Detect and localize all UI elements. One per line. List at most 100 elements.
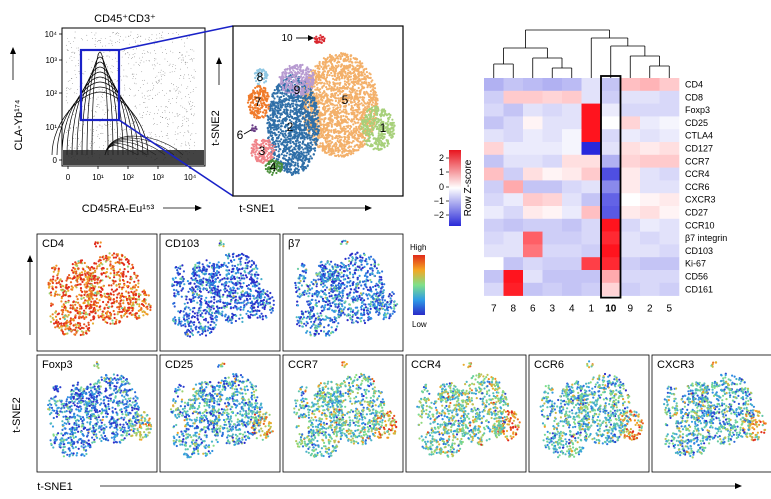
cluster-point-5 (330, 56, 333, 60)
flow-dot (162, 71, 164, 73)
flow-dot (69, 80, 71, 81)
flow-dot (160, 122, 161, 123)
flow-dot (79, 130, 81, 131)
flow-dot (103, 148, 104, 150)
flow-dot (84, 109, 86, 110)
flow-dot (90, 73, 91, 74)
cluster-point-1 (362, 132, 365, 135)
cluster-point-2 (304, 118, 307, 122)
flow-dot (151, 147, 152, 149)
flow-dot (74, 51, 76, 53)
flow-dot (160, 46, 162, 48)
cluster-point-5 (361, 62, 364, 65)
cluster-point-2 (304, 147, 307, 150)
flow-dot (132, 125, 134, 126)
cluster-point-2 (272, 91, 275, 95)
flow-dot (177, 87, 179, 88)
cluster-point-7 (255, 117, 258, 120)
flow-dot (110, 126, 111, 128)
flow-dot (69, 89, 71, 90)
cluster-label-10: 10 (281, 33, 293, 44)
cluster-point-1 (380, 148, 383, 151)
flow-dot (135, 78, 137, 80)
cluster-point-2 (278, 120, 281, 123)
flow-dot (78, 146, 79, 147)
flow-dot (179, 78, 181, 80)
cluster-point-5 (361, 96, 365, 99)
cluster-point-2 (301, 99, 304, 102)
flow-dot (162, 136, 163, 137)
flow-dot (70, 124, 71, 125)
flow-dot (81, 141, 82, 142)
cluster-point-5 (367, 84, 370, 87)
flow-dot (191, 133, 193, 135)
flow-dot (105, 141, 106, 143)
flow-dot (100, 38, 102, 39)
cluster-point-3 (251, 149, 254, 152)
cluster-point-2 (302, 151, 305, 154)
flow-dot (177, 126, 179, 127)
flow-dot (116, 70, 118, 71)
cluster-point-9 (289, 76, 292, 79)
cluster-point-5 (316, 67, 319, 70)
cluster-point-1 (383, 145, 386, 149)
flow-dot (87, 105, 89, 107)
cluster-point-2 (292, 102, 295, 105)
flow-dot (181, 126, 183, 127)
flow-dot (98, 88, 100, 90)
cluster-point-5 (342, 144, 345, 147)
flow-dot (159, 136, 160, 138)
flow-dot (176, 113, 178, 115)
flow-dot (78, 49, 79, 51)
cluster-point-2 (289, 158, 292, 161)
flow-contour-line (81, 61, 119, 156)
cluster-point-7 (250, 112, 253, 115)
flow-dot (160, 34, 162, 36)
cluster-point-5 (363, 68, 366, 71)
cluster-point-5 (367, 105, 371, 108)
flow-dot (191, 108, 193, 110)
cluster-point-1 (384, 113, 387, 116)
flow-dot (70, 87, 72, 89)
flow-dot (101, 125, 103, 127)
flow-dot (128, 43, 130, 45)
flow-dot (65, 44, 67, 46)
flow-dot (156, 62, 158, 64)
cluster-point-5 (332, 87, 335, 90)
cluster-point-5 (330, 119, 334, 122)
cluster-point-5 (322, 126, 326, 129)
cluster-point-1 (368, 128, 371, 131)
cluster-point-2 (269, 114, 272, 117)
cluster-point-2 (307, 133, 310, 136)
cluster-point-5 (355, 149, 358, 152)
flow-x-ticks: 0 10¹ 10² 10³ 10⁴ (66, 166, 197, 182)
cluster-point-5 (342, 114, 345, 118)
cluster-point-2 (305, 154, 308, 157)
flow-dot (179, 114, 181, 115)
cluster-label-5: 5 (342, 93, 349, 107)
flow-dot (93, 116, 95, 117)
flow-dot (131, 74, 133, 75)
cluster-point-5 (323, 119, 326, 123)
cluster-point-5 (335, 145, 338, 148)
cluster-point-9 (289, 88, 292, 91)
flow-dot (169, 71, 171, 73)
flow-dot (137, 33, 139, 35)
flow-dot (75, 137, 77, 139)
flow-dot (128, 63, 130, 65)
cluster-point-7 (263, 94, 266, 97)
cluster-point-1 (386, 142, 389, 145)
cluster-point-5 (319, 132, 322, 135)
flow-dot (146, 82, 148, 84)
flow-dot (94, 141, 95, 143)
flow-dot (166, 106, 167, 107)
cluster-point-5 (344, 108, 347, 111)
cluster-point-9 (296, 76, 299, 79)
cluster-point-5 (315, 80, 318, 84)
cluster-point-2 (293, 170, 296, 173)
flow-dot (159, 37, 161, 39)
flow-dot (139, 65, 140, 66)
flow-dot (112, 32, 114, 34)
cluster-point-5 (333, 74, 336, 77)
cluster-point-2 (285, 109, 288, 112)
